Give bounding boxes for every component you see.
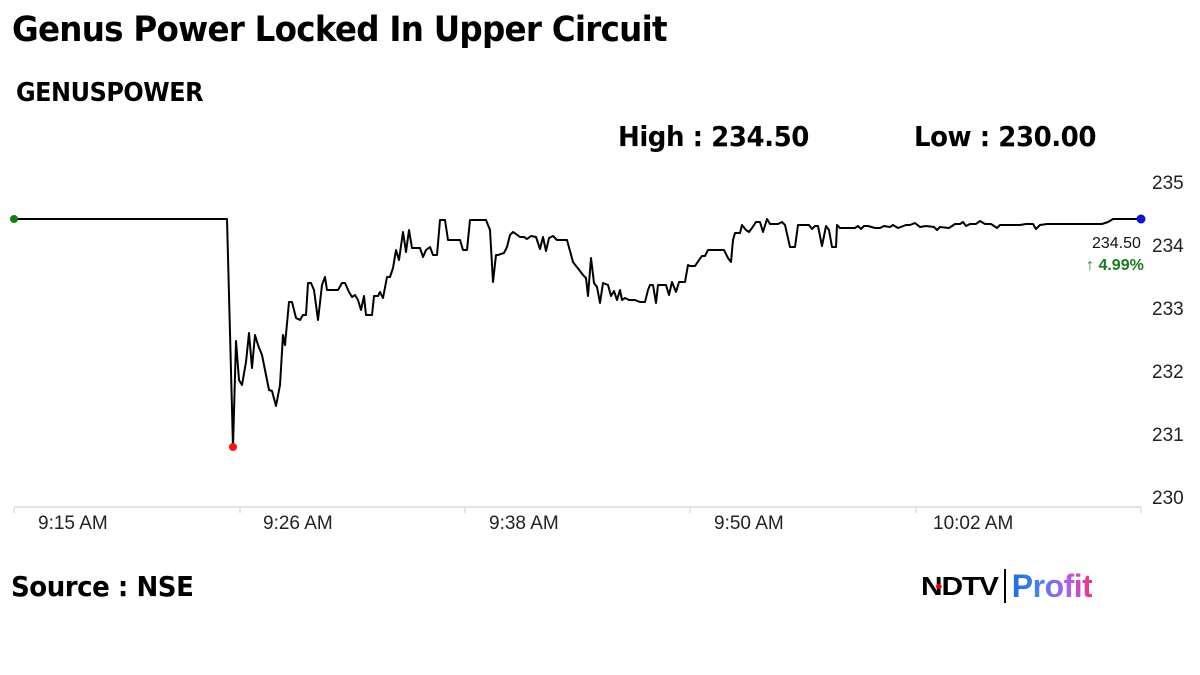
brand-logo: NDTV Profit xyxy=(921,566,1093,606)
x-tick-1002: 10:02 AM xyxy=(933,513,1014,534)
x-tick-0926: 9:26 AM xyxy=(263,513,333,534)
low-value: Low : 230.00 xyxy=(914,120,1096,153)
y-tick-232: 232 xyxy=(1152,362,1184,383)
y-tick-231: 231 xyxy=(1152,425,1184,446)
ndtv-wordmark: NDTV xyxy=(921,570,999,602)
y-tick-234: 234 xyxy=(1152,236,1184,257)
last-price-marker xyxy=(1136,214,1146,224)
y-tick-230: 230 xyxy=(1152,488,1184,509)
x-tick-0938: 9:38 AM xyxy=(489,513,559,534)
ndtv-text: NDTV xyxy=(921,570,999,601)
ndtv-red-dot-icon xyxy=(935,583,942,589)
profit-wordmark: Profit xyxy=(1011,567,1093,604)
x-tick-0950: 9:50 AM xyxy=(714,513,784,534)
last-price-label: 234.50 xyxy=(1092,235,1141,252)
y-tick-233: 233 xyxy=(1152,299,1184,320)
page-title: Genus Power Locked In Upper Circuit xyxy=(12,10,668,50)
source-label: Source : NSE xyxy=(11,570,194,603)
low-marker xyxy=(229,443,237,451)
ticker-symbol: GENUSPOWER xyxy=(16,78,204,108)
high-value: High : 234.50 xyxy=(618,120,809,153)
start-marker xyxy=(10,215,18,223)
change-percent-label: ↑ 4.99% xyxy=(1086,257,1144,274)
brand-separator xyxy=(1003,569,1006,603)
x-tick-0915: 9:15 AM xyxy=(38,513,108,534)
y-tick-235: 235 xyxy=(1152,173,1184,194)
price-line xyxy=(14,218,1141,448)
x-axis-ticks xyxy=(13,507,1142,513)
